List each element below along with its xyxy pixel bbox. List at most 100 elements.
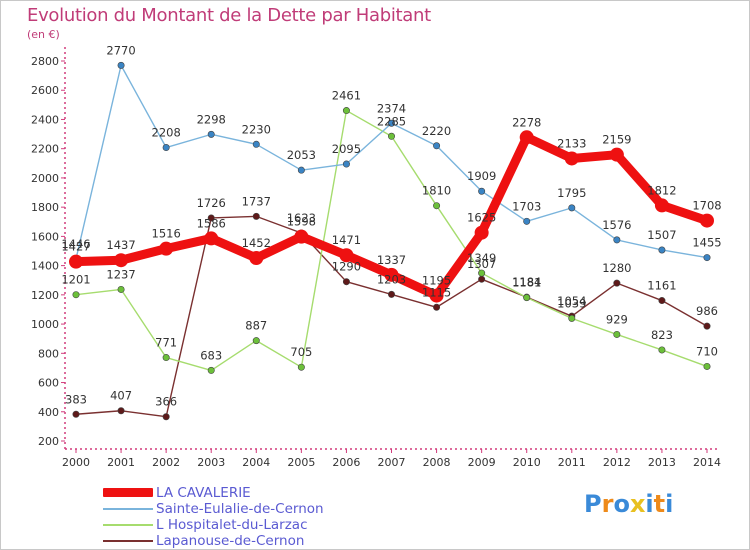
data-label-sainte-eulalie-de-cernon: 1795 xyxy=(557,186,586,200)
data-point-l-hospitalet-du-larzac xyxy=(568,314,576,322)
data-label-la-cavalerie: 1337 xyxy=(377,253,406,267)
data-point-l-hospitalet-du-larzac xyxy=(297,363,305,371)
logo-letter: i xyxy=(645,490,654,518)
data-point-lapanouse-de-cernon xyxy=(613,279,621,287)
logo-letter: r xyxy=(601,490,614,518)
legend-label: L Hospitalet-du-Larzac xyxy=(156,517,308,533)
data-label-la-cavalerie: 1625 xyxy=(467,211,496,225)
data-label-sainte-eulalie-de-cernon: 1446 xyxy=(61,237,90,251)
data-label-sainte-eulalie-de-cernon: 2053 xyxy=(287,148,316,162)
data-label-l-hospitalet-du-larzac: 771 xyxy=(155,336,177,350)
data-label-l-hospitalet-du-larzac: 1201 xyxy=(61,273,90,287)
legend-swatch xyxy=(103,524,153,526)
y-tick-label: 600 xyxy=(38,377,59,390)
data-point-l-hospitalet-du-larzac xyxy=(703,362,711,370)
y-tick-label: 1000 xyxy=(31,318,59,331)
data-label-sainte-eulalie-de-cernon: 2220 xyxy=(422,124,451,138)
y-tick-label: 2200 xyxy=(31,143,59,156)
data-point-l-hospitalet-du-larzac xyxy=(117,285,125,293)
data-label-sainte-eulalie-de-cernon: 2374 xyxy=(377,101,406,115)
data-point-lapanouse-de-cernon xyxy=(72,410,80,418)
data-point-la-cavalerie xyxy=(429,288,444,303)
unit-label: (en €) xyxy=(27,28,60,41)
data-point-sainte-eulalie-de-cernon xyxy=(523,217,531,225)
data-point-l-hospitalet-du-larzac xyxy=(523,294,531,302)
data-point-la-cavalerie xyxy=(384,267,399,282)
x-tick-label: 2011 xyxy=(558,456,586,469)
logo-letter: P xyxy=(584,490,602,518)
data-label-sainte-eulalie-de-cernon: 2770 xyxy=(106,43,135,57)
data-point-la-cavalerie xyxy=(564,151,579,166)
data-label-l-hospitalet-du-larzac: 710 xyxy=(696,344,718,358)
data-point-sainte-eulalie-de-cernon xyxy=(297,166,305,174)
data-label-sainte-eulalie-de-cernon: 1909 xyxy=(467,169,496,183)
data-label-la-cavalerie: 1452 xyxy=(242,236,271,250)
data-label-lapanouse-de-cernon: 986 xyxy=(696,304,718,318)
data-point-lapanouse-de-cernon xyxy=(658,297,666,305)
data-label-sainte-eulalie-de-cernon: 1455 xyxy=(692,236,721,250)
data-label-l-hospitalet-du-larzac: 2285 xyxy=(377,114,406,128)
data-label-sainte-eulalie-de-cernon: 1703 xyxy=(512,199,541,213)
data-label-la-cavalerie: 1812 xyxy=(647,183,676,197)
data-label-la-cavalerie: 1516 xyxy=(152,227,181,241)
x-tick-label: 2004 xyxy=(242,456,270,469)
y-tick-label: 1800 xyxy=(31,201,59,214)
data-point-l-hospitalet-du-larzac xyxy=(162,354,170,362)
data-point-lapanouse-de-cernon xyxy=(342,278,350,286)
data-label-lapanouse-de-cernon: 1161 xyxy=(647,279,676,293)
data-label-lapanouse-de-cernon: 383 xyxy=(65,392,87,406)
data-point-la-cavalerie xyxy=(159,241,174,256)
y-tick-label: 400 xyxy=(38,406,59,419)
data-point-lapanouse-de-cernon xyxy=(162,413,170,421)
data-label-lapanouse-de-cernon: 1290 xyxy=(332,260,361,274)
data-point-l-hospitalet-du-larzac xyxy=(478,269,486,277)
data-point-sainte-eulalie-de-cernon xyxy=(433,142,441,150)
logo-letter: t xyxy=(653,490,666,518)
data-point-sainte-eulalie-de-cernon xyxy=(613,236,621,244)
y-tick-label: 800 xyxy=(38,347,59,360)
y-tick-label: 1400 xyxy=(31,260,59,273)
data-point-la-cavalerie xyxy=(609,147,624,162)
data-point-lapanouse-de-cernon xyxy=(387,290,395,298)
y-tick-label: 2800 xyxy=(31,55,59,68)
x-tick-label: 2010 xyxy=(513,456,541,469)
data-point-lapanouse-de-cernon xyxy=(703,322,711,330)
data-point-l-hospitalet-du-larzac xyxy=(207,366,215,374)
data-label-la-cavalerie: 2133 xyxy=(557,136,586,150)
data-label-sainte-eulalie-de-cernon: 2230 xyxy=(242,122,271,136)
data-point-l-hospitalet-du-larzac xyxy=(387,132,395,140)
data-label-lapanouse-de-cernon: 1115 xyxy=(422,285,451,299)
legend-label: Lapanouse-de-Cernon xyxy=(156,533,305,549)
data-label-sainte-eulalie-de-cernon: 1576 xyxy=(602,218,631,232)
data-label-sainte-eulalie-de-cernon: 2298 xyxy=(197,112,226,126)
legend-swatch xyxy=(103,488,153,497)
x-tick-label: 2005 xyxy=(287,456,315,469)
logo-letter: x xyxy=(629,490,646,518)
data-label-lapanouse-de-cernon: 1203 xyxy=(377,272,406,286)
data-point-la-cavalerie xyxy=(114,253,129,268)
x-tick-label: 2002 xyxy=(152,456,180,469)
data-point-la-cavalerie xyxy=(700,213,714,228)
logo-letter: i xyxy=(665,490,674,518)
legend-label: LA CAVALERIE xyxy=(156,485,251,501)
y-tick-label: 2400 xyxy=(31,113,59,126)
legend-swatch xyxy=(103,540,153,542)
data-point-lapanouse-de-cernon xyxy=(207,214,215,222)
data-point-l-hospitalet-du-larzac xyxy=(433,202,441,210)
y-tick-label: 1600 xyxy=(31,230,59,243)
x-tick-label: 2013 xyxy=(648,456,676,469)
data-label-lapanouse-de-cernon: 407 xyxy=(110,389,132,403)
data-label-l-hospitalet-du-larzac: 1039 xyxy=(557,296,586,310)
data-point-la-cavalerie xyxy=(69,254,83,269)
data-point-la-cavalerie xyxy=(519,130,534,145)
data-point-sainte-eulalie-de-cernon xyxy=(478,187,486,195)
logo-letter: o xyxy=(613,490,630,518)
data-point-la-cavalerie xyxy=(654,198,669,213)
data-point-lapanouse-de-cernon xyxy=(117,407,125,415)
data-label-la-cavalerie: 1586 xyxy=(197,216,226,230)
data-label-l-hospitalet-du-larzac: 1810 xyxy=(422,184,451,198)
x-tick-label: 2003 xyxy=(197,456,225,469)
data-label-sainte-eulalie-de-cernon: 1507 xyxy=(647,228,676,242)
